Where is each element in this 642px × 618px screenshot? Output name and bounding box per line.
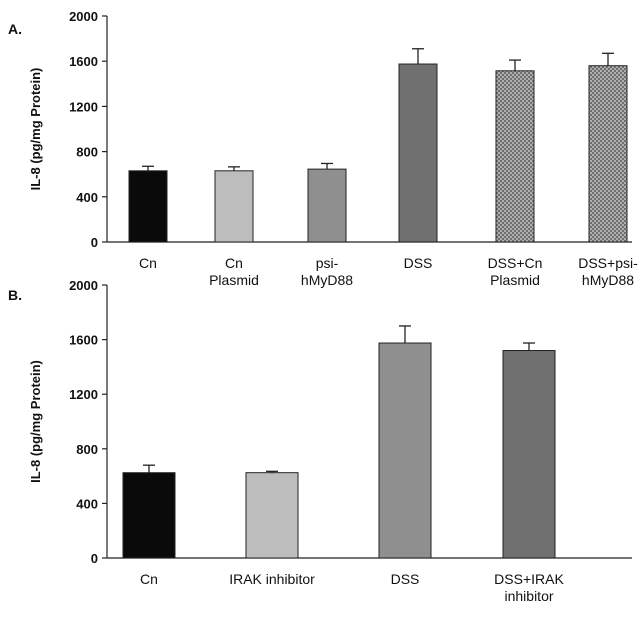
- x-tick-label-line: DSS+Cn: [488, 255, 543, 271]
- y-axis-label: IL-8 (pg/mg Protein): [28, 360, 43, 483]
- x-tick-label: psi-hMyD88: [301, 255, 353, 288]
- x-tick-label: DSS+Cn Plasmid: [488, 255, 543, 288]
- bar: [502, 350, 556, 559]
- panel-b-chart: B. IL-8 (pg/mg Protein) 0 400 800 1200 1600 200…: [8, 278, 632, 604]
- y-tick-label: 400: [76, 496, 98, 511]
- y-tick-label: 2000: [69, 9, 98, 24]
- panel-label: A.: [8, 21, 22, 37]
- x-tick-label-line: inhibitor: [504, 588, 553, 604]
- x-tick-label-line: hMyD88: [301, 272, 353, 288]
- x-tick-label: DSS+psi-hMyD88: [578, 255, 638, 288]
- y-tick-label: 800: [76, 145, 98, 160]
- x-tick-label: Cn Plasmid: [209, 255, 259, 288]
- bar: [245, 472, 299, 559]
- y-tick-label: 0: [91, 235, 98, 250]
- x-tick-label-line: Plasmid: [209, 272, 259, 288]
- y-axis-label: IL-8 (pg/mg Protein): [28, 68, 43, 191]
- bar: [378, 342, 432, 559]
- x-tick-label-line: hMyD88: [582, 272, 634, 288]
- bar: [398, 63, 438, 243]
- panel-a-chart: A. IL-8 (pg/mg Protein) 0 400 800 1200 1600 200…: [8, 9, 638, 288]
- y-tick-label: 800: [76, 442, 98, 457]
- x-tick-label-line: DSS+IRAK: [494, 571, 564, 587]
- x-tick-label-line: Plasmid: [490, 272, 540, 288]
- x-tick-label-line: Cn: [140, 571, 158, 587]
- y-tick-label: 2000: [69, 278, 98, 293]
- bar: [128, 170, 168, 243]
- x-tick-label: DSS: [404, 255, 433, 271]
- x-tick-label: IRAK inhibitor: [229, 571, 315, 587]
- bar: [307, 168, 347, 243]
- y-tick-label: 1600: [69, 54, 98, 69]
- x-tick-label-line: Cn: [225, 255, 243, 271]
- x-tick-label: DSS: [391, 571, 420, 587]
- y-tick-label: 400: [76, 190, 98, 205]
- bar: [122, 472, 176, 559]
- bar: [495, 70, 535, 243]
- y-tick-label: 1200: [69, 387, 98, 402]
- x-tick-label-line: Cn: [139, 255, 157, 271]
- x-tick-label-line: IRAK inhibitor: [229, 571, 315, 587]
- bar: [214, 170, 254, 243]
- x-tick-label-line: psi-: [316, 255, 339, 271]
- y-tick-label: 1200: [69, 99, 98, 114]
- x-tick-label-line: DSS+psi-: [578, 255, 638, 271]
- x-tick-label: Cn: [140, 571, 158, 587]
- x-tick-label: DSS+IRAK inhibitor: [494, 571, 564, 604]
- bar: [588, 65, 628, 243]
- y-tick-label: 0: [91, 551, 98, 566]
- x-tick-label-line: DSS: [391, 571, 420, 587]
- x-tick-label: Cn: [139, 255, 157, 271]
- panel-label: B.: [8, 287, 22, 303]
- y-tick-label: 1600: [69, 333, 98, 348]
- x-tick-label-line: DSS: [404, 255, 433, 271]
